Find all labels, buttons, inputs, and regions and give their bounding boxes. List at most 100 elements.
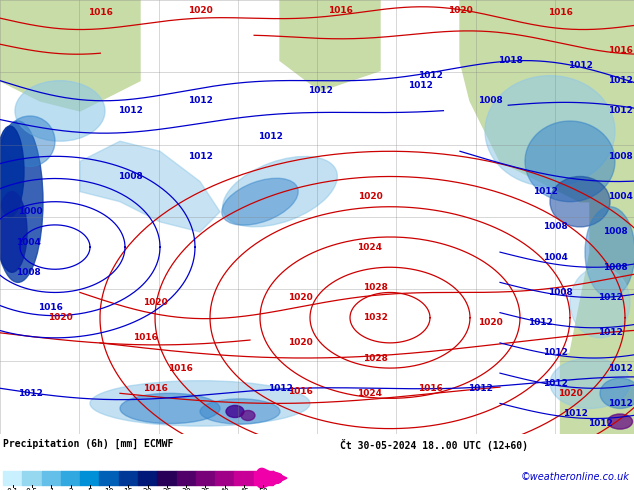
Text: 10: 10 [104,488,114,490]
Ellipse shape [241,411,255,420]
Text: 1012: 1012 [117,106,143,116]
Text: Precipitation (6h) [mm] ECMWF: Precipitation (6h) [mm] ECMWF [3,439,173,449]
Bar [235,471,254,485]
Text: 15: 15 [124,488,133,490]
Text: 1016: 1016 [37,303,62,312]
Text: 1028: 1028 [363,353,387,363]
Text: 1020: 1020 [558,389,583,398]
Text: 50: 50 [259,488,268,490]
Text: 25: 25 [162,488,172,490]
Text: 1024: 1024 [358,389,382,398]
Text: 1012: 1012 [543,348,567,358]
Text: Čt 30-05-2024 18..00 UTC (12+60): Čt 30-05-2024 18..00 UTC (12+60) [340,439,528,451]
Text: 0.5: 0.5 [26,488,38,490]
Text: 1020: 1020 [288,339,313,347]
Bar [3,471,22,485]
Text: 1012: 1012 [607,399,633,408]
Bar [138,471,157,485]
Ellipse shape [223,156,337,227]
Text: 1008: 1008 [603,263,628,272]
Text: 1012: 1012 [188,152,212,161]
Text: 1012: 1012 [467,384,493,393]
Bar [177,471,196,485]
Bar [254,471,273,485]
Text: 5: 5 [87,488,92,490]
Text: 1016: 1016 [328,5,353,15]
Ellipse shape [90,381,310,426]
Bar [215,471,235,485]
Text: 1008: 1008 [607,152,632,161]
Text: 1016: 1016 [87,8,112,17]
Text: 1020: 1020 [448,5,472,15]
Bar [22,471,42,485]
Text: 1020: 1020 [188,5,212,15]
Text: 1016: 1016 [548,8,573,17]
Text: 1012: 1012 [268,384,292,393]
Ellipse shape [550,358,630,409]
Text: 1012: 1012 [598,293,623,302]
Text: 1008: 1008 [118,172,143,181]
Text: 1018: 1018 [498,56,522,65]
Text: 0.1: 0.1 [6,488,18,490]
Text: 1012: 1012 [588,419,612,428]
Ellipse shape [0,192,27,272]
Polygon shape [460,0,634,202]
Ellipse shape [222,178,298,225]
Ellipse shape [485,75,615,187]
Text: 40: 40 [220,488,230,490]
Text: 1: 1 [49,488,54,490]
Text: 1008: 1008 [603,227,628,237]
Text: 1004: 1004 [543,253,567,262]
Text: 1020: 1020 [288,293,313,302]
Bar [196,471,215,485]
Ellipse shape [600,378,634,409]
Text: 1020: 1020 [477,318,502,327]
Text: 1012: 1012 [607,106,633,116]
Text: 1032: 1032 [363,313,387,322]
Text: 1012: 1012 [543,379,567,388]
Ellipse shape [0,126,24,217]
Polygon shape [560,353,634,434]
Text: 1012: 1012 [562,409,588,418]
Text: 1012: 1012 [418,71,443,80]
Ellipse shape [525,121,615,202]
Bar [157,471,177,485]
Text: 1000: 1000 [18,207,42,216]
Text: 45: 45 [239,488,249,490]
Polygon shape [570,202,634,434]
Text: 1012: 1012 [408,81,432,90]
Text: 1016: 1016 [143,384,167,393]
Text: 1008: 1008 [477,97,502,105]
Text: 20: 20 [143,488,152,490]
Ellipse shape [550,176,610,227]
Ellipse shape [200,399,280,424]
Ellipse shape [120,393,220,423]
Ellipse shape [5,116,55,167]
Polygon shape [0,0,140,111]
Text: 1012: 1012 [533,187,557,196]
Text: 1016: 1016 [607,46,633,55]
Polygon shape [273,471,287,485]
Text: 1020: 1020 [48,313,72,322]
Bar [61,471,80,485]
Text: 2: 2 [68,488,73,490]
Text: 1016: 1016 [167,364,193,372]
Text: 1028: 1028 [363,283,387,292]
Text: 35: 35 [200,488,210,490]
Bar [119,471,138,485]
Text: 30: 30 [181,488,191,490]
Ellipse shape [226,405,244,417]
Text: 1020: 1020 [358,192,382,201]
Polygon shape [280,0,380,91]
Text: 1016: 1016 [418,384,443,393]
Text: 1008: 1008 [543,222,567,231]
Text: 1012: 1012 [18,389,42,398]
Text: 1004: 1004 [607,192,633,201]
Bar [100,471,119,485]
Text: ©weatheronline.co.uk: ©weatheronline.co.uk [521,472,630,482]
Text: 1004: 1004 [16,238,41,246]
Ellipse shape [15,81,105,141]
Text: 1020: 1020 [143,298,167,307]
Text: 1012: 1012 [567,61,592,70]
Text: 1012: 1012 [527,318,552,327]
